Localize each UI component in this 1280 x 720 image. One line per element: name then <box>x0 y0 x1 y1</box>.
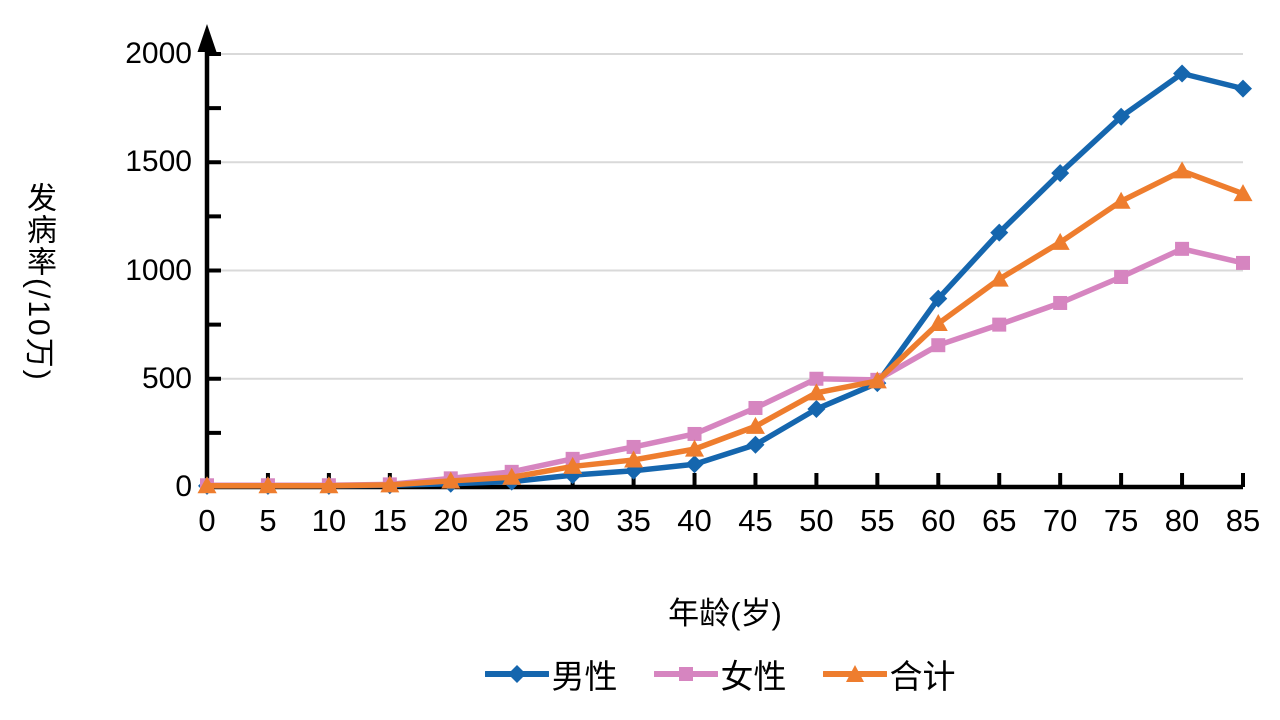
line-female <box>204 246 1246 489</box>
marker-female-age-80 <box>1175 241 1190 256</box>
y-axis-arrowhead <box>197 24 217 52</box>
marker-male-age-65 <box>990 223 1009 242</box>
marker-male-age-60 <box>929 289 948 308</box>
marker-total-age-65 <box>989 269 1009 287</box>
x-tick-label-20: 20 <box>433 503 468 538</box>
legend-label-male: 男性 <box>551 658 618 695</box>
marker-female-age-35 <box>626 439 641 454</box>
marker-male-age-85 <box>1234 79 1252 98</box>
legend-square-icon <box>653 667 718 681</box>
marker-male-age-80 <box>1173 64 1192 83</box>
chart-legend: 男性 女性 合计 <box>80 648 1280 700</box>
marker-total-age-5 <box>258 476 278 494</box>
marker-male-age-50 <box>807 400 826 419</box>
y-axis-title-unit: (/10万) <box>22 278 55 382</box>
marker-total-age-20 <box>441 471 461 489</box>
marker-total-age-15 <box>380 475 400 493</box>
legend-label-female: 女性 <box>720 658 787 695</box>
legend-diamond-icon <box>484 665 549 683</box>
marker-female-age-85 <box>1236 255 1250 270</box>
marker-female-age-60 <box>931 338 946 353</box>
x-tick-label-70: 70 <box>1042 503 1078 538</box>
marker-male-age-70 <box>1051 164 1070 183</box>
marker-male-age-45 <box>746 435 765 454</box>
x-tick-label-60: 60 <box>921 503 956 538</box>
y-tick-label-0: 0 <box>175 470 192 503</box>
marker-male-age-75 <box>1112 107 1131 126</box>
legend-item-total: 合计 <box>822 650 956 698</box>
legend-item-male: 男性 <box>484 650 618 698</box>
marker-total-age-55 <box>867 371 887 389</box>
x-axis-title: 年龄(岁) <box>668 596 782 631</box>
marker-female-age-65 <box>992 317 1007 332</box>
marker-total-age-60 <box>928 314 948 332</box>
marker-female-age-45 <box>748 400 763 415</box>
marker-female-age-50 <box>809 371 824 386</box>
marker-total-age-30 <box>563 456 583 474</box>
x-tick-label-40: 40 <box>677 503 712 538</box>
legend-triangle-icon <box>822 665 887 682</box>
x-tick-label-75: 75 <box>1103 503 1139 538</box>
marker-total-age-25 <box>502 467 522 485</box>
line-male <box>204 70 1246 489</box>
marker-total-age-85 <box>1233 184 1253 202</box>
marker-total-age-0 <box>197 476 217 494</box>
y-tick-label-2000: 2000 <box>125 37 192 70</box>
marker-total-age-70 <box>1050 232 1070 250</box>
y-axis-title-cjk: 发病率 <box>22 182 55 278</box>
marker-total-age-40 <box>685 439 705 457</box>
marker-total-age-35 <box>624 450 644 468</box>
x-tick-label-35: 35 <box>616 503 651 538</box>
marker-female-age-40 <box>687 426 702 441</box>
marker-total-age-50 <box>806 383 826 401</box>
x-tick-label-85: 85 <box>1225 503 1261 538</box>
x-tick-label-15: 15 <box>372 503 408 538</box>
x-tick-label-50: 50 <box>799 503 834 538</box>
x-tick-label-30: 30 <box>555 503 590 538</box>
legend-label-total: 合计 <box>889 658 956 695</box>
x-tick-label-0: 0 <box>198 503 216 538</box>
marker-total-age-10 <box>319 476 339 494</box>
marker-female-age-75 <box>1114 269 1129 284</box>
marker-total-age-75 <box>1111 191 1131 209</box>
marker-female-age-70 <box>1053 295 1068 310</box>
y-tick-label-1000: 1000 <box>125 253 192 287</box>
x-tick-label-10: 10 <box>311 503 347 538</box>
marker-total-age-45 <box>745 416 765 434</box>
y-tick-label-1500: 1500 <box>125 145 192 179</box>
marker-male-age-40 <box>685 455 704 474</box>
marker-total-age-80 <box>1172 161 1192 179</box>
x-tick-label-55: 55 <box>860 503 895 538</box>
x-tick-label-65: 65 <box>981 503 1017 538</box>
x-tick-label-5: 5 <box>259 503 277 538</box>
y-tick-label-500: 500 <box>141 361 192 395</box>
legend-item-female: 女性 <box>653 650 787 698</box>
line-total <box>204 168 1246 489</box>
x-tick-label-25: 25 <box>494 503 529 538</box>
x-tick-label-80: 80 <box>1164 503 1200 538</box>
x-tick-label-45: 45 <box>738 503 773 538</box>
y-axis-title: 发病率(/10万) <box>16 182 73 442</box>
